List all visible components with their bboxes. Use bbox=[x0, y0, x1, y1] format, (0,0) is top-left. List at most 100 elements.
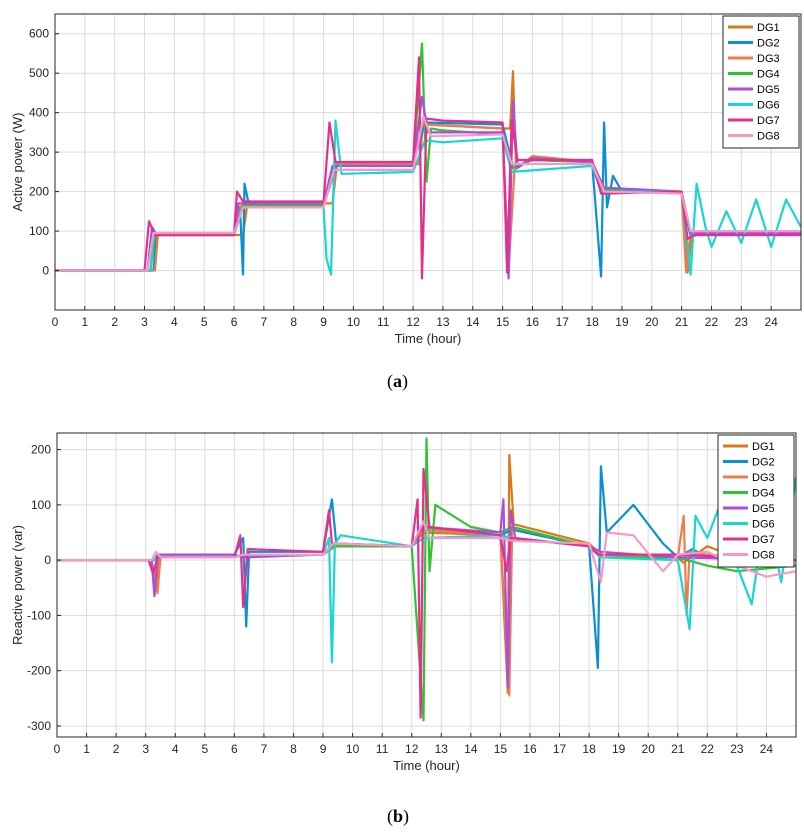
x-tick-label: 12 bbox=[406, 315, 420, 329]
x-tick-label: 19 bbox=[612, 742, 626, 756]
y-tick-label: 600 bbox=[29, 27, 49, 41]
x-tick-label: 8 bbox=[290, 315, 297, 329]
x-tick-label: 5 bbox=[201, 742, 208, 756]
legend-label-dg1: DG1 bbox=[752, 441, 775, 453]
x-tick-label: 22 bbox=[705, 315, 719, 329]
x-tick-label: 8 bbox=[290, 742, 297, 756]
x-tick-label: 3 bbox=[141, 315, 148, 329]
x-axis-label: Time (hour) bbox=[395, 331, 462, 346]
legend-box bbox=[722, 15, 800, 149]
legend-label-dg5: DG5 bbox=[752, 503, 775, 515]
x-tick-label: 11 bbox=[377, 315, 390, 329]
series-line-dg7 bbox=[55, 56, 801, 280]
caption-b: (b) bbox=[387, 806, 410, 826]
x-tick-label: 20 bbox=[645, 315, 659, 329]
x-tick-label: 7 bbox=[261, 315, 268, 329]
legend-label-dg8: DG8 bbox=[752, 550, 775, 562]
x-tick-label: 4 bbox=[171, 315, 178, 329]
x-tick-label: 14 bbox=[466, 315, 480, 329]
x-tick-label: 18 bbox=[582, 742, 596, 756]
y-tick-label: 200 bbox=[31, 443, 51, 457]
x-axis-label: Time (hour) bbox=[393, 758, 460, 773]
x-tick-label: 2 bbox=[113, 742, 120, 756]
legend-label-dg7: DG7 bbox=[757, 115, 780, 127]
x-tick-label: 1 bbox=[81, 315, 88, 329]
x-tick-label: 9 bbox=[320, 742, 327, 756]
x-tick-label: 17 bbox=[556, 315, 570, 329]
x-tick-label: 10 bbox=[346, 742, 360, 756]
x-tick-label: 7 bbox=[261, 742, 268, 756]
y-tick-label: 300 bbox=[29, 145, 49, 159]
legend-label-dg4: DG4 bbox=[752, 488, 775, 500]
legend-label-dg5: DG5 bbox=[757, 84, 780, 96]
y-tick-label: 200 bbox=[29, 185, 49, 199]
x-tick-label: 23 bbox=[735, 315, 749, 329]
legend-label-dg4: DG4 bbox=[757, 69, 780, 81]
axes-frame bbox=[56, 432, 797, 738]
x-tick-label: 22 bbox=[701, 742, 715, 756]
x-tick-label: 20 bbox=[642, 742, 656, 756]
x-tick-label: 15 bbox=[494, 742, 508, 756]
x-tick-label: 3 bbox=[142, 742, 149, 756]
x-tick-label: 13 bbox=[436, 315, 450, 329]
x-tick-label: 16 bbox=[526, 315, 540, 329]
x-tick-label: 21 bbox=[671, 742, 685, 756]
chart-a: 0 1 2 3 4 5 6 7 8 9 10 11 12 13 14 15 16 17 18 19 20 21 22 23 24… bbox=[10, 13, 802, 346]
y-tick-label: 100 bbox=[31, 498, 51, 512]
y-tick-label: 100 bbox=[29, 224, 49, 238]
x-tick-label: 14 bbox=[464, 742, 478, 756]
x-tick-label: 13 bbox=[435, 742, 449, 756]
x-tick-label: 0 bbox=[52, 315, 59, 329]
y-tick-label: -300 bbox=[27, 719, 51, 733]
x-tick-label: 19 bbox=[615, 315, 629, 329]
series-line-dg8 bbox=[55, 115, 801, 272]
legend-label-dg2: DG2 bbox=[757, 38, 780, 50]
grid bbox=[54, 14, 801, 310]
x-tick-label: 5 bbox=[201, 315, 208, 329]
y-tick-label: -200 bbox=[27, 664, 51, 678]
legend: DG1 DG2 DG3 DG4 DG5 DG6 DG7 DG8 bbox=[717, 434, 795, 568]
caption-a: (a) bbox=[387, 371, 408, 391]
y-tick-label: -100 bbox=[27, 608, 51, 622]
legend-label-dg3: DG3 bbox=[752, 472, 775, 484]
x-tick-label: 17 bbox=[553, 742, 567, 756]
x-tick-label: 16 bbox=[523, 742, 537, 756]
series-group bbox=[55, 42, 801, 280]
y-tick-label: 500 bbox=[29, 66, 49, 80]
chart-b: 0 1 2 3 4 5 6 7 8 9 10 11 12 13 14 15 16 17 18 19 20 21 22 23 24… bbox=[10, 432, 797, 773]
x-tick-label: 1 bbox=[83, 742, 90, 756]
x-tick-label: 12 bbox=[405, 742, 419, 756]
series-group bbox=[57, 437, 796, 722]
x-tick-label: 6 bbox=[231, 742, 238, 756]
y-tick-label: 400 bbox=[29, 106, 49, 120]
caption-a-letter: a bbox=[393, 371, 402, 391]
y-axis-label: Reactive power (var) bbox=[10, 525, 25, 645]
x-tick-label: 6 bbox=[231, 315, 238, 329]
x-tick-label: 21 bbox=[675, 315, 689, 329]
legend-label-dg3: DG3 bbox=[757, 53, 780, 65]
x-tick-label: 11 bbox=[376, 742, 389, 756]
x-tick-label: 4 bbox=[172, 742, 179, 756]
x-tick-label: 23 bbox=[730, 742, 744, 756]
legend-label-dg1: DG1 bbox=[757, 22, 780, 34]
x-tick-label: 24 bbox=[764, 315, 778, 329]
x-tick-label: 15 bbox=[496, 315, 510, 329]
axes-frame bbox=[54, 13, 802, 311]
y-tick-label: 0 bbox=[44, 553, 51, 567]
caption-b-letter: b bbox=[393, 806, 404, 826]
legend-label-dg6: DG6 bbox=[752, 519, 775, 531]
x-tick-label: 24 bbox=[760, 742, 774, 756]
x-tick-label: 0 bbox=[54, 742, 61, 756]
legend-label-dg7: DG7 bbox=[752, 534, 775, 546]
y-axis-label: Active power (W) bbox=[10, 113, 25, 212]
x-tick-label: 2 bbox=[111, 315, 118, 329]
legend: DG1 DG2 DG3 DG4 DG5 DG6 DG7 DG8 bbox=[722, 15, 800, 149]
y-tick-label: 0 bbox=[42, 264, 49, 278]
x-tick-label: 10 bbox=[347, 315, 361, 329]
legend-box bbox=[717, 434, 795, 568]
legend-label-dg6: DG6 bbox=[757, 100, 780, 112]
legend-label-dg2: DG2 bbox=[752, 457, 775, 469]
series-line-dg8 bbox=[57, 520, 796, 584]
x-tick-label: 9 bbox=[320, 315, 327, 329]
